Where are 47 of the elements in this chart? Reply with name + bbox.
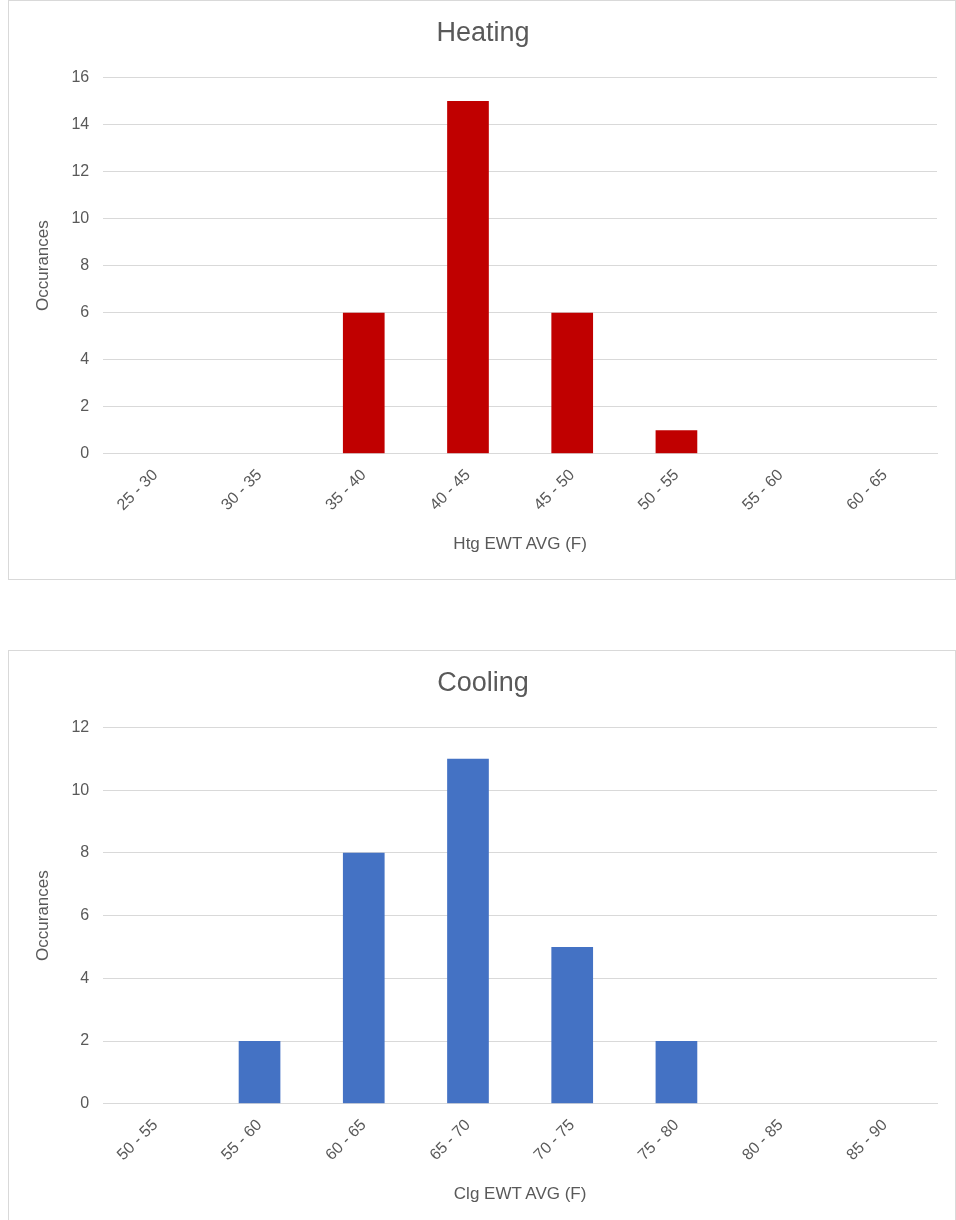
x-tick-label: 30 - 35 [217, 465, 265, 514]
bar [551, 946, 594, 1104]
y-tick-label: 8 [80, 256, 90, 274]
x-tick-label: 60 - 65 [321, 1115, 370, 1164]
y-axis-title: Occurances [32, 870, 52, 961]
bar [342, 852, 385, 1104]
chart-title: Cooling [437, 666, 529, 697]
y-axis-title: Occurances [32, 220, 52, 311]
x-tick-label: 40 - 45 [425, 465, 474, 514]
x-tick-label: 50 - 55 [113, 1115, 161, 1164]
x-axis-title: Clg EWT AVG (F) [453, 1184, 587, 1204]
x-tick-label: 35 - 40 [321, 465, 370, 514]
bar [655, 430, 698, 454]
x-tick-label: 60 - 65 [842, 465, 891, 514]
x-tick-label: 70 - 75 [530, 1115, 578, 1164]
bar [551, 312, 594, 454]
y-tick-label: 2 [80, 1031, 90, 1049]
y-tick-label: 12 [71, 717, 90, 735]
chart-title: Heating [436, 16, 530, 47]
y-tick-label: 6 [80, 906, 90, 924]
x-tick-label: 65 - 70 [425, 1115, 474, 1164]
y-tick-label: 12 [71, 161, 90, 179]
x-tick-label: 85 - 90 [842, 1115, 891, 1164]
x-tick-label: 55 - 60 [738, 465, 786, 514]
x-tick-label: 80 - 85 [738, 1115, 786, 1164]
bar [655, 1041, 698, 1104]
x-tick-label: 55 - 60 [217, 1115, 265, 1164]
bar [447, 100, 489, 454]
x-axis-title: Htg EWT AVG (F) [453, 534, 587, 554]
y-tick-label: 0 [80, 1094, 90, 1112]
y-tick-label: 10 [71, 780, 90, 798]
y-tick-label: 2 [80, 397, 90, 415]
y-tick-label: 4 [80, 968, 90, 986]
bar [342, 312, 385, 454]
y-tick-label: 10 [71, 208, 90, 226]
x-tick-label: 25 - 30 [113, 465, 161, 514]
bar [447, 758, 489, 1104]
y-tick-label: 16 [71, 67, 90, 85]
y-tick-label: 14 [71, 114, 90, 132]
y-tick-label: 8 [80, 843, 90, 861]
y-tick-label: 0 [80, 444, 90, 462]
bar [238, 1041, 281, 1104]
x-tick-label: 75 - 80 [634, 1115, 682, 1164]
y-tick-label: 4 [80, 350, 90, 368]
x-tick-label: 50 - 55 [634, 465, 682, 514]
y-tick-label: 6 [80, 303, 90, 321]
x-tick-label: 45 - 50 [530, 465, 578, 514]
